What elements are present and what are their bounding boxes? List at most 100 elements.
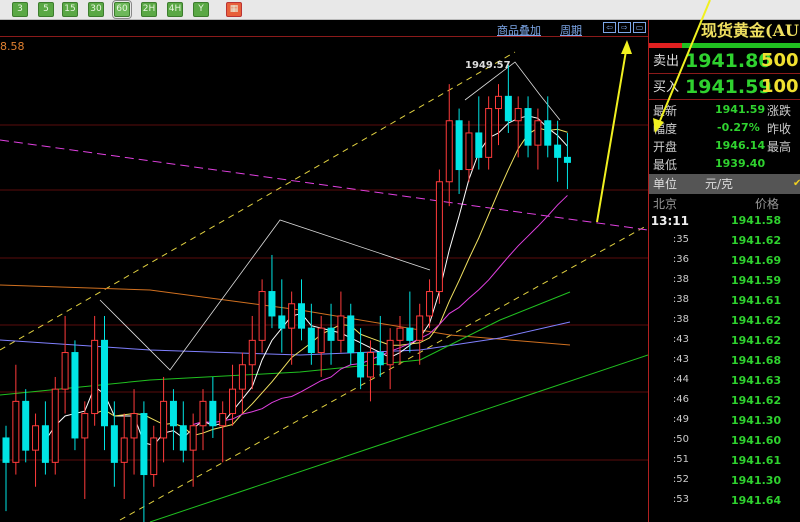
time-header: 北京 (653, 197, 678, 211)
period-button-15[interactable]: 15 (62, 2, 78, 17)
candle (426, 291, 434, 317)
tick-price: 1941.58 (731, 214, 782, 227)
candle (179, 425, 187, 451)
candle (475, 132, 483, 158)
ma250-line (0, 284, 571, 346)
tick-row: :38 1941.62 (649, 314, 800, 334)
tick-time: :49 (672, 414, 689, 425)
candle (219, 413, 227, 427)
candle (435, 181, 443, 293)
price-header: 价格 (755, 197, 780, 211)
channel-upper-line (0, 51, 516, 351)
stat-value: 1939.40 (715, 157, 766, 170)
candle (258, 291, 266, 341)
candle (2, 437, 10, 463)
ticks-header: 北京 价格 (649, 194, 800, 214)
candle (554, 144, 562, 158)
candle (101, 339, 108, 427)
candlestick-chart[interactable]: 1949.57 (0, 20, 648, 522)
arrow-left-icon[interactable]: ⇦ (603, 22, 616, 33)
tick-price: 1941.30 (731, 414, 782, 427)
candle (406, 327, 414, 341)
candle (229, 388, 237, 415)
candle (61, 352, 69, 390)
unit-label: 单位 (653, 177, 678, 191)
period-button-3[interactable]: 3 (12, 2, 28, 17)
tick-time: :43 (672, 334, 689, 345)
period-toolbar: 3 5 15 30 60 2H 4H Y ▦ (0, 0, 800, 20)
candle (189, 425, 197, 451)
candle (130, 413, 138, 439)
tick-row: :52 1941.30 (649, 474, 800, 494)
overlay-link[interactable]: 商品叠加 (497, 24, 541, 37)
candle (514, 108, 522, 122)
period-button-2h[interactable]: 2H (141, 2, 157, 17)
candle (160, 400, 168, 439)
candle (504, 95, 512, 122)
buy-volume: 100 (761, 76, 799, 97)
unit-selector[interactable]: 单位 元/克 ✔ (649, 174, 800, 194)
period-button-5[interactable]: 5 (38, 2, 54, 17)
tick-price: 1941.61 (731, 294, 782, 307)
chart-header: 商品叠加 周期 ⇦ ⇨ ▭ (0, 20, 648, 37)
candle (199, 400, 207, 427)
candle (563, 156, 571, 163)
arrow-right-icon[interactable]: ⇨ (618, 22, 631, 33)
candle (495, 95, 502, 110)
tick-row: :50 1941.60 (649, 434, 800, 454)
buy-price: 1941.59 (685, 76, 772, 98)
candle (288, 303, 296, 329)
tick-time: :38 (672, 274, 689, 285)
pattern-line-2 (464, 61, 561, 121)
candle (278, 315, 286, 329)
tick-price: 1941.64 (731, 494, 782, 507)
candle (347, 315, 355, 354)
tick-time: :44 (672, 374, 689, 385)
tick-price: 1941.59 (731, 274, 782, 287)
tick-row: :46 1941.62 (649, 394, 800, 414)
tick-price: 1941.61 (731, 454, 782, 467)
period-button-30[interactable]: 30 (88, 2, 104, 17)
candle (465, 132, 473, 171)
candle (337, 315, 345, 341)
candle (91, 339, 99, 415)
calendar-icon[interactable]: ▦ (226, 2, 242, 17)
channel-lower-line (119, 224, 648, 521)
stat-label: 最新 (653, 104, 678, 118)
stats-grid: 最新 1941.59 幅度 -0.27% 开盘 1946.14 最低 1939.… (649, 100, 800, 172)
stat-value: 1946.14 (715, 139, 766, 152)
period-button-y[interactable]: Y (193, 2, 209, 17)
tick-row: :38 1941.59 (649, 274, 800, 294)
stat-label: 开盘 (653, 140, 678, 154)
tick-row: :36 1941.69 (649, 254, 800, 274)
candle (298, 303, 305, 329)
period-button-4h[interactable]: 4H (167, 2, 183, 17)
tick-price: 1941.68 (731, 354, 782, 367)
period-link[interactable]: 周期 (560, 24, 582, 37)
candle (376, 352, 384, 366)
maximize-icon[interactable]: ▭ (633, 22, 646, 33)
ma10-line (94, 127, 568, 437)
candle (268, 291, 276, 317)
period-button-60[interactable]: 60 (112, 0, 132, 19)
tick-row: 13:11 1941.58 (649, 214, 800, 234)
stat-label: 最低 (653, 158, 678, 172)
resistance-dashed-line (0, 139, 648, 231)
tick-price: 1941.69 (731, 254, 782, 267)
tick-row: :38 1941.61 (649, 294, 800, 314)
arrow-head-icon (621, 40, 632, 54)
candle (327, 327, 335, 341)
unit-value: 元/克 (705, 177, 734, 191)
tick-time: :36 (672, 254, 689, 265)
tick-time: :50 (672, 434, 689, 445)
tick-row: :43 1941.62 (649, 334, 800, 354)
tick-time: :38 (672, 294, 689, 305)
tick-time: 13:11 (650, 214, 689, 228)
candle (120, 437, 128, 463)
candle (357, 352, 365, 378)
candle (12, 400, 20, 463)
y-axis-label: 8.58 (0, 40, 25, 53)
stat-label: 昨收 (767, 122, 792, 136)
candle (238, 364, 246, 390)
candle (307, 327, 315, 354)
